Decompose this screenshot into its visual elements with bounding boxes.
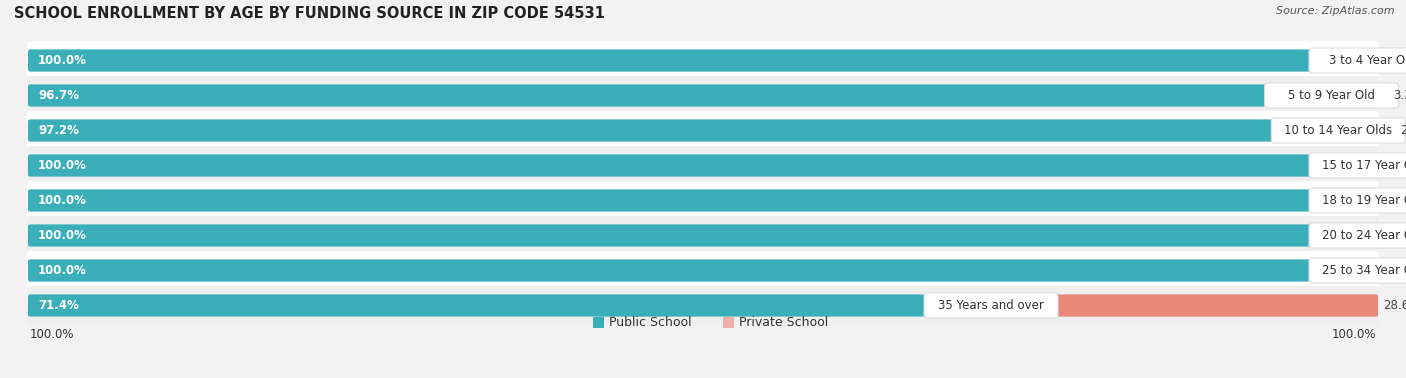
FancyBboxPatch shape: [1309, 153, 1406, 178]
Text: 10 to 14 Year Olds: 10 to 14 Year Olds: [1284, 124, 1392, 137]
Text: 97.2%: 97.2%: [38, 124, 79, 137]
FancyBboxPatch shape: [1330, 84, 1389, 107]
FancyBboxPatch shape: [593, 317, 605, 328]
FancyBboxPatch shape: [1374, 189, 1406, 212]
Text: 18 to 19 Year Olds: 18 to 19 Year Olds: [1322, 194, 1406, 207]
Text: 100.0%: 100.0%: [38, 229, 87, 242]
Text: 28.6%: 28.6%: [1384, 299, 1406, 312]
FancyBboxPatch shape: [1374, 259, 1406, 282]
Text: 100.0%: 100.0%: [38, 159, 87, 172]
Text: 71.4%: 71.4%: [38, 299, 79, 312]
FancyBboxPatch shape: [28, 294, 993, 317]
FancyBboxPatch shape: [28, 119, 1340, 142]
FancyBboxPatch shape: [1374, 50, 1406, 71]
Text: 2.8%: 2.8%: [1400, 124, 1406, 137]
FancyBboxPatch shape: [1309, 48, 1406, 73]
FancyBboxPatch shape: [27, 76, 1379, 115]
FancyBboxPatch shape: [924, 293, 1059, 318]
FancyBboxPatch shape: [1336, 119, 1395, 142]
Text: 20 to 24 Year Olds: 20 to 24 Year Olds: [1322, 229, 1406, 242]
Text: Private School: Private School: [740, 316, 828, 329]
FancyBboxPatch shape: [27, 251, 1379, 290]
Text: 25 to 34 Year Olds: 25 to 34 Year Olds: [1322, 264, 1406, 277]
Text: SCHOOL ENROLLMENT BY AGE BY FUNDING SOURCE IN ZIP CODE 54531: SCHOOL ENROLLMENT BY AGE BY FUNDING SOUR…: [14, 6, 605, 21]
FancyBboxPatch shape: [27, 216, 1379, 255]
Text: 100.0%: 100.0%: [1331, 328, 1376, 341]
FancyBboxPatch shape: [1271, 118, 1406, 143]
Text: 35 Years and over: 35 Years and over: [938, 299, 1045, 312]
Text: Source: ZipAtlas.com: Source: ZipAtlas.com: [1277, 6, 1395, 16]
FancyBboxPatch shape: [27, 181, 1379, 220]
FancyBboxPatch shape: [27, 146, 1379, 185]
Text: 100.0%: 100.0%: [38, 264, 87, 277]
FancyBboxPatch shape: [28, 259, 1378, 282]
Text: 3.3%: 3.3%: [1393, 89, 1406, 102]
Text: Public School: Public School: [609, 316, 692, 329]
FancyBboxPatch shape: [27, 41, 1379, 80]
Text: 5 to 9 Year Old: 5 to 9 Year Old: [1288, 89, 1375, 102]
FancyBboxPatch shape: [1264, 83, 1399, 108]
FancyBboxPatch shape: [28, 50, 1378, 71]
FancyBboxPatch shape: [1374, 225, 1406, 246]
Text: 96.7%: 96.7%: [38, 89, 79, 102]
FancyBboxPatch shape: [28, 225, 1378, 246]
Text: 100.0%: 100.0%: [30, 328, 75, 341]
Text: 3 to 4 Year Olds: 3 to 4 Year Olds: [1330, 54, 1406, 67]
FancyBboxPatch shape: [28, 189, 1378, 212]
Text: 15 to 17 Year Olds: 15 to 17 Year Olds: [1322, 159, 1406, 172]
FancyBboxPatch shape: [1309, 258, 1406, 283]
FancyBboxPatch shape: [27, 111, 1379, 150]
FancyBboxPatch shape: [1374, 154, 1406, 177]
FancyBboxPatch shape: [27, 286, 1379, 325]
Text: 100.0%: 100.0%: [38, 194, 87, 207]
FancyBboxPatch shape: [723, 317, 734, 328]
FancyBboxPatch shape: [988, 294, 1378, 317]
FancyBboxPatch shape: [28, 154, 1378, 177]
Text: 100.0%: 100.0%: [38, 54, 87, 67]
FancyBboxPatch shape: [1309, 188, 1406, 213]
FancyBboxPatch shape: [1309, 223, 1406, 248]
FancyBboxPatch shape: [28, 84, 1333, 107]
